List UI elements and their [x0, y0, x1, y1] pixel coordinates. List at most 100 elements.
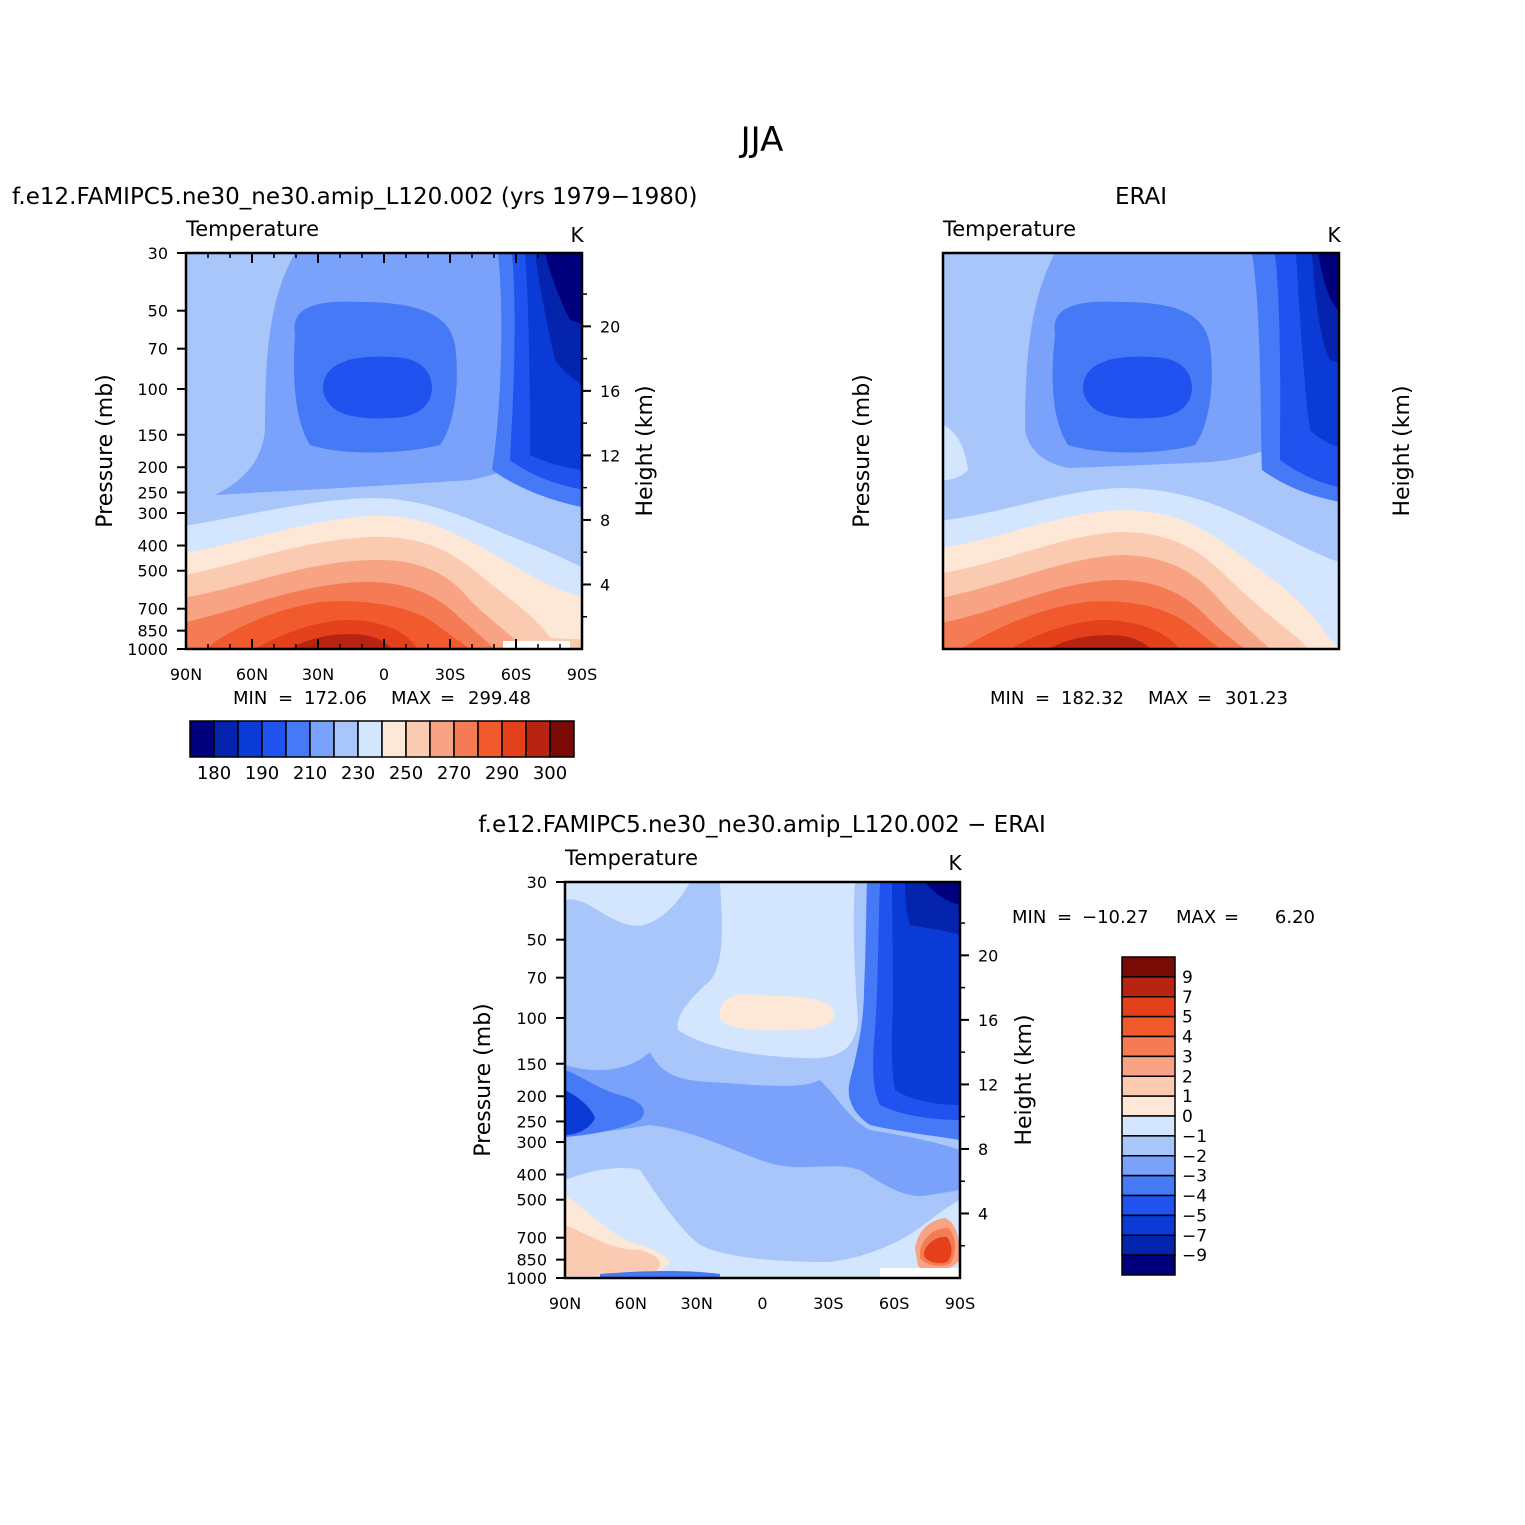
contour-fill — [924, 1236, 952, 1264]
y-tick-label: 500 — [516, 1191, 547, 1210]
y-tick-label: 70 — [148, 340, 168, 359]
colorbar-label: −4 — [1182, 1187, 1207, 1207]
stat-max-value: 6.20 — [1275, 907, 1315, 928]
y2-tick-label: 12 — [600, 446, 620, 465]
y-tick-label: 70 — [527, 969, 547, 988]
figure-title: JJA — [739, 120, 784, 160]
contour-fill — [1318, 253, 1339, 311]
colorbar-label: 2 — [1182, 1067, 1193, 1087]
colorbar-cell — [1121, 1115, 1176, 1137]
stats-line: MIN = 172.06 MAX = 299.48 — [233, 688, 531, 709]
x-tick-label: 30S — [435, 665, 466, 684]
contour-fill — [565, 1168, 960, 1278]
y-axis-label: Pressure (mb) — [850, 374, 875, 528]
contour-fill — [290, 634, 392, 649]
y-tick-label: 100 — [516, 1009, 547, 1028]
svg-text:=: = — [1035, 688, 1050, 709]
colorbar-label: −9 — [1182, 1246, 1207, 1266]
svg-text:=: = — [1197, 688, 1212, 709]
panel-title: f.e12.FAMIPC5.ne30_ne30.amip_L120.002 − … — [478, 812, 1046, 838]
x-tick-label: 30N — [681, 1294, 713, 1313]
colorbar-label: −3 — [1182, 1167, 1207, 1187]
axis-ticks: 90N 60N 30N 0 30S 60S 90S 30 50 70 100 150 200 250 300… — [127, 244, 620, 684]
stat-min-value: 182.32 — [1061, 688, 1124, 709]
colorbar-label: 1 — [1182, 1087, 1193, 1107]
colorbar-cell — [357, 720, 383, 758]
plot-frame — [563, 880, 962, 1280]
colorbar-label: 4 — [1182, 1028, 1193, 1048]
colorbar-cell — [285, 720, 311, 758]
y2-tick-label: 20 — [600, 317, 620, 336]
svg-text:=: = — [1057, 907, 1072, 928]
colorbar-cell — [261, 720, 287, 758]
y2-axis-label: Height (km) — [1012, 1014, 1037, 1145]
colorbar-label: 9 — [1182, 968, 1193, 988]
svg-text:=: = — [440, 688, 455, 709]
colorbar-cell — [1121, 1194, 1176, 1217]
svg-text:=: = — [1224, 907, 1239, 928]
y-tick-label: 400 — [516, 1166, 547, 1185]
colorbar-cell — [1121, 956, 1176, 978]
contour-fill — [925, 882, 960, 905]
stat-min-label: MIN — [233, 688, 267, 709]
colorbar-cell — [405, 720, 431, 758]
y2-tick-label: 8 — [600, 511, 610, 530]
variable-label: Temperature — [942, 217, 1076, 241]
contour-fill — [565, 882, 690, 926]
y-axis-label: Pressure (mb) — [471, 1003, 496, 1157]
y-tick-label: 100 — [137, 380, 168, 399]
x-tick-label: 90S — [567, 665, 598, 684]
colorbar-cell — [1121, 1095, 1176, 1117]
colorbar-cell — [309, 720, 335, 758]
colorbar-cell — [189, 720, 215, 758]
colorbar-label: −7 — [1182, 1226, 1207, 1246]
y-tick-label: 300 — [516, 1133, 547, 1152]
y-tick-label: 850 — [137, 622, 168, 641]
colorbar-cell — [1121, 1135, 1176, 1157]
units-label: K — [948, 851, 962, 875]
stat-min-value: −10.27 — [1082, 907, 1149, 928]
y2-tick-label: 12 — [978, 1075, 998, 1094]
stat-min-label: MIN — [1012, 907, 1046, 928]
contour-fill — [565, 1090, 595, 1135]
colorbar-label: 7 — [1182, 988, 1193, 1008]
colorbar-cell — [1121, 1015, 1176, 1038]
y-tick-label: 150 — [516, 1055, 547, 1074]
contour-fill — [600, 1271, 720, 1278]
panel-title: ERAI — [1115, 184, 1167, 210]
stat-max-value: 299.48 — [468, 688, 531, 709]
units-label: K — [570, 223, 584, 247]
y2-axis-label: Height (km) — [1390, 385, 1415, 516]
y-tick-label: 150 — [137, 426, 168, 445]
contour-fill — [1083, 356, 1192, 419]
colorbar-cell — [1121, 1214, 1176, 1236]
colorbar-cell — [1121, 1075, 1176, 1097]
contour-fill — [1048, 635, 1150, 649]
colorbar-cell — [333, 720, 359, 758]
colorbar-cell — [213, 720, 239, 758]
colorbar-cell — [1121, 996, 1176, 1018]
y2-tick-label: 20 — [978, 946, 998, 965]
contour-fill — [880, 1268, 960, 1278]
x-tick-label: 60S — [879, 1294, 910, 1313]
y-tick-label: 50 — [527, 931, 547, 950]
y2-tick-label: 16 — [600, 382, 620, 401]
y2-axis-label: Height (km) — [633, 385, 658, 516]
colorbar-cell — [1121, 1174, 1176, 1197]
y-tick-label: 250 — [516, 1112, 547, 1131]
colorbar-label: 210 — [293, 763, 327, 784]
y-tick-label: 1000 — [506, 1269, 547, 1288]
colorbar-label: −2 — [1182, 1147, 1207, 1167]
x-tick-label: 90N — [549, 1294, 581, 1313]
y2-tick-label: 4 — [600, 575, 610, 594]
colorbar-cell — [1121, 1234, 1176, 1256]
svg-text:=: = — [278, 688, 293, 709]
contour-field — [565, 882, 960, 1278]
units-label: K — [1327, 223, 1341, 247]
stats-line: MIN = 182.32 MAX = 301.23 — [990, 688, 1288, 709]
colorbar-cell — [429, 720, 455, 758]
colorbar-label: 290 — [485, 763, 519, 784]
colorbar-label: 270 — [437, 763, 471, 784]
colorbar-cell — [1121, 1155, 1176, 1177]
